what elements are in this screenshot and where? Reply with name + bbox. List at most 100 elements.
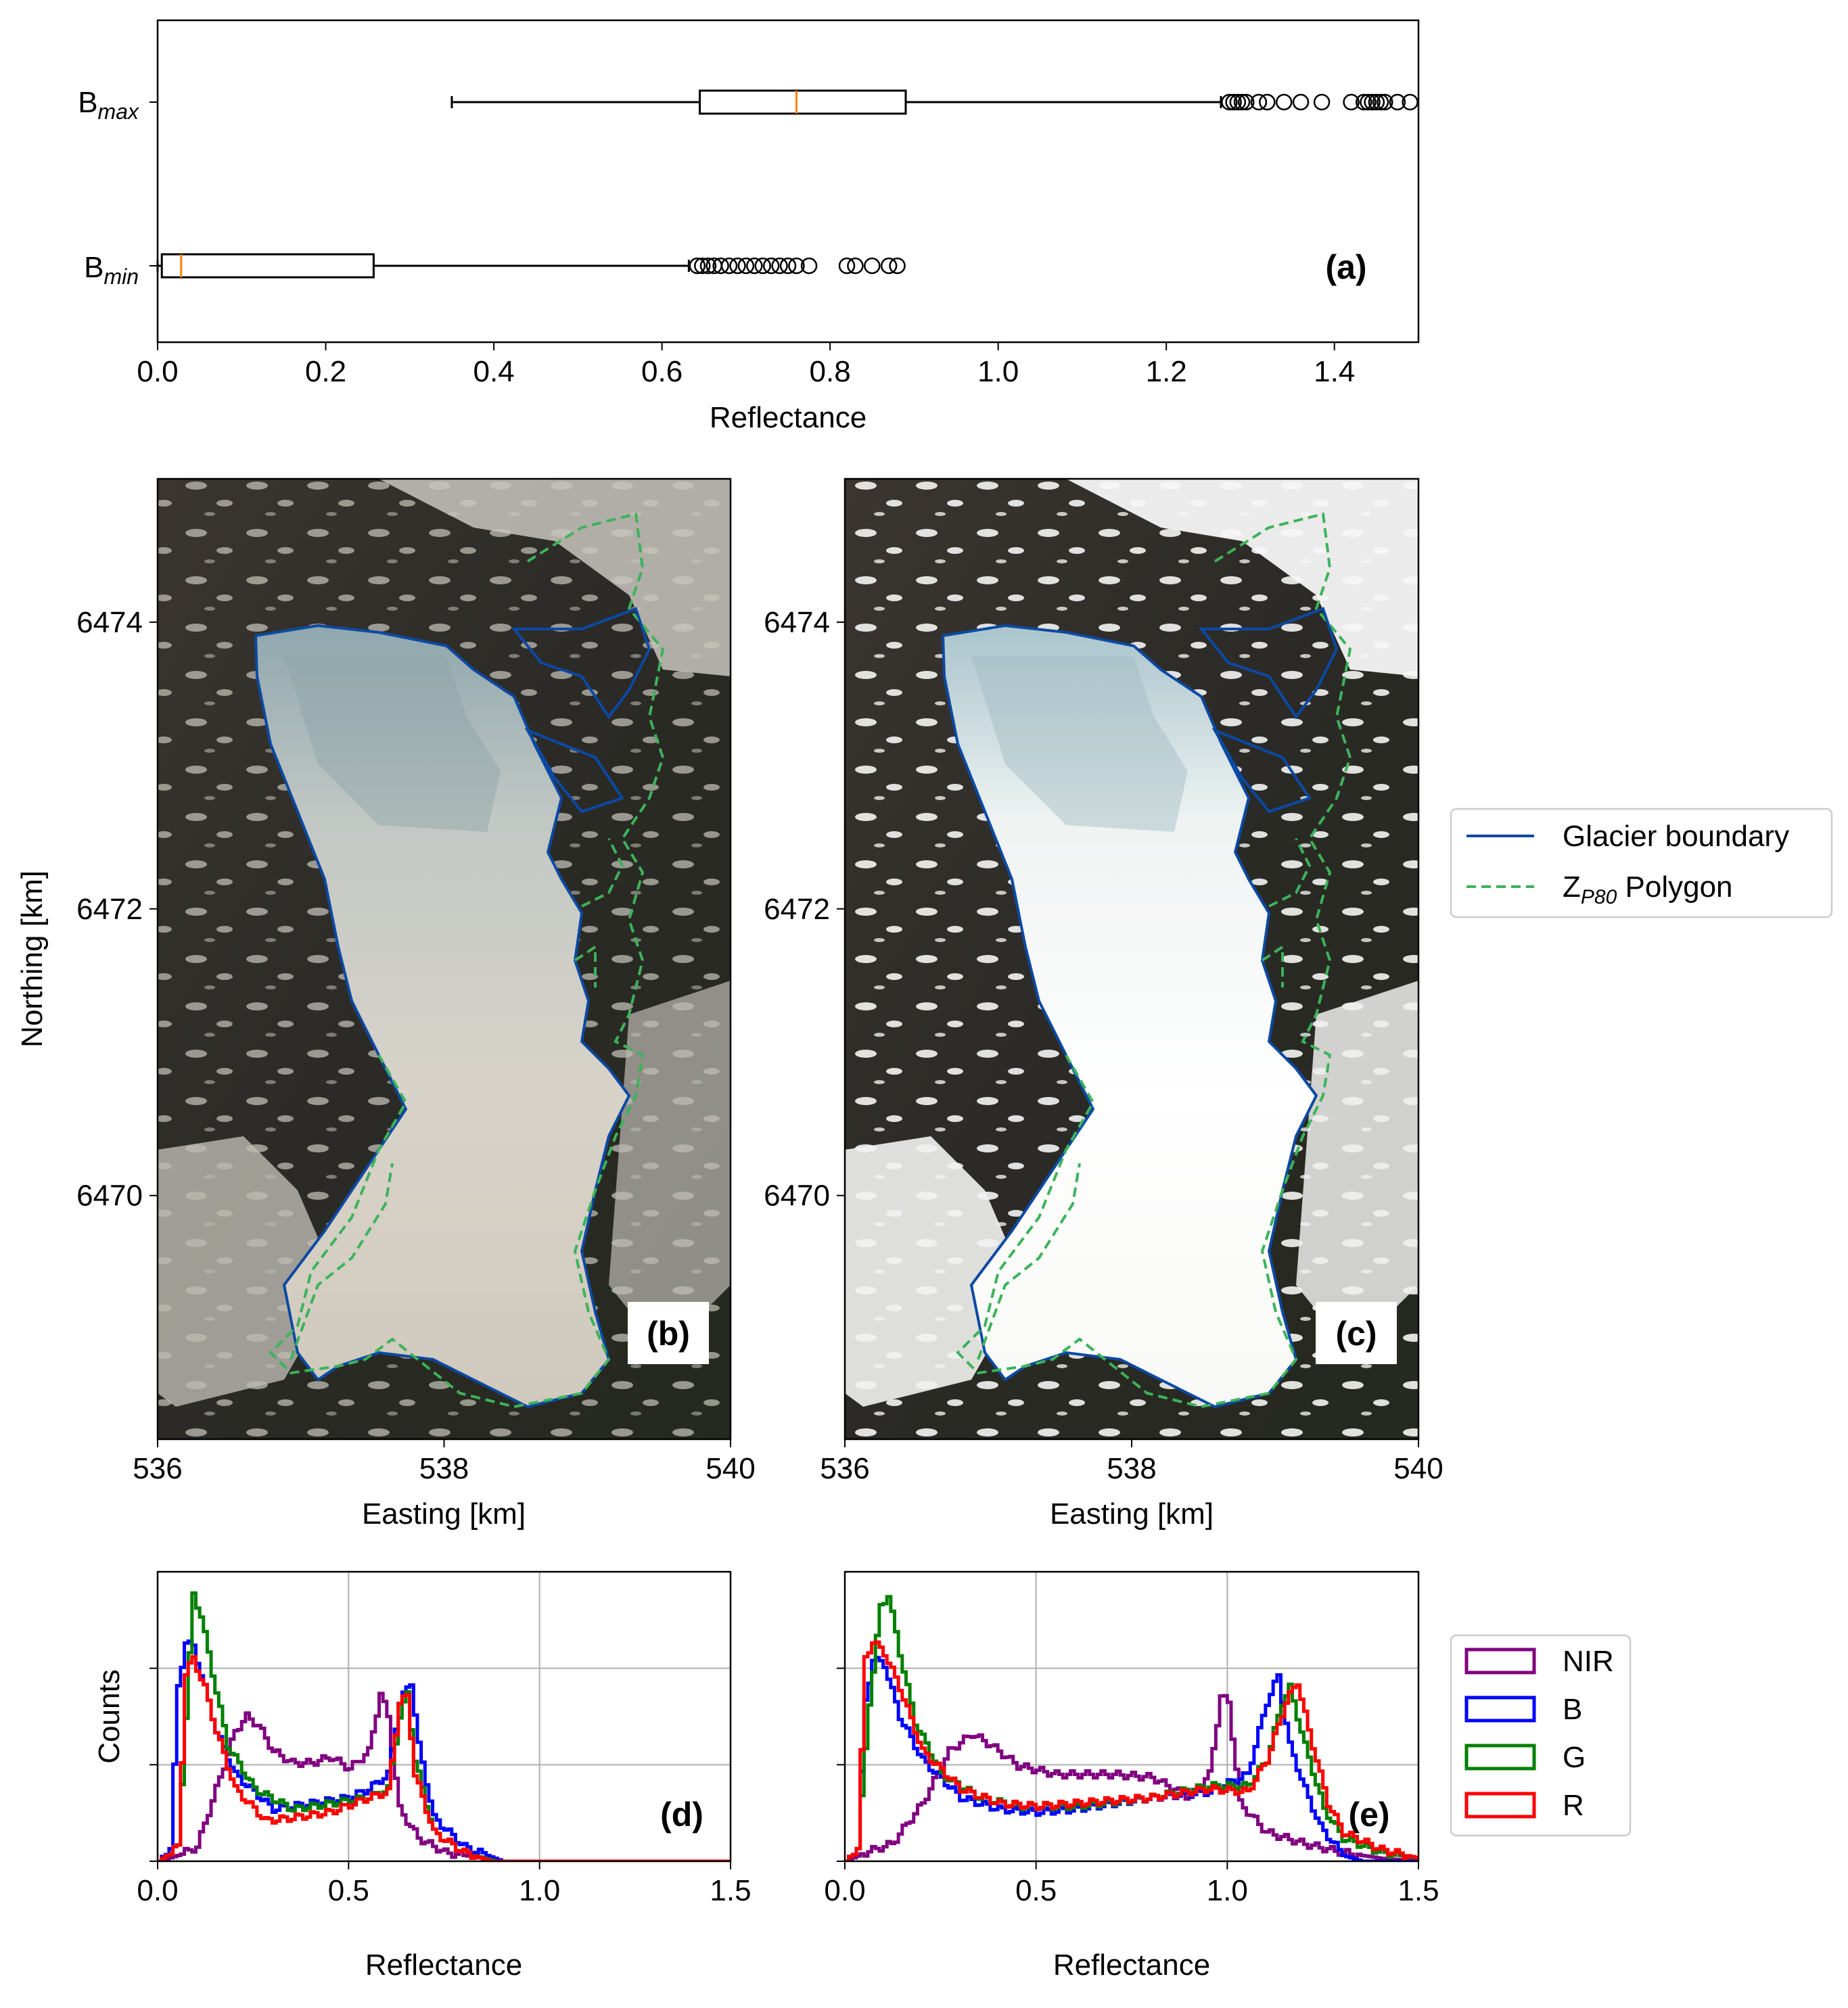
panel-a-outlier xyxy=(1372,93,1389,111)
panel-a-outlier xyxy=(699,257,717,275)
panel-d-frame xyxy=(156,1570,732,1863)
panel-a-xtick-label: 0.6 xyxy=(641,355,683,388)
histogram-legend-swatch-b xyxy=(1464,1696,1536,1723)
panel-a-outlier xyxy=(1389,93,1406,111)
map-legend: Glacier boundary ZP80 Polygon xyxy=(1450,808,1833,918)
panel-b-label-box xyxy=(628,1302,709,1364)
panel-c-upper-snowfield xyxy=(1066,479,1418,676)
panel-a-label: (a) xyxy=(1325,248,1366,286)
panel-a-outlier xyxy=(1229,93,1247,111)
panel-a-x-ticks: 0.0 0.2 0.4 0.6 0.8 1.0 1.2 1.4 xyxy=(137,342,1355,388)
panel-e-xtick-label: 1.5 xyxy=(1397,1874,1439,1907)
panel-e-series-nir xyxy=(845,1694,1418,1861)
panel-a-xtick-label: 1.4 xyxy=(1314,355,1355,388)
panel-c-lower-left-snow xyxy=(845,1136,1025,1407)
map-ytick-label: 6470 xyxy=(764,1180,830,1213)
panel-a-boxplot: 0.0 0.2 0.4 0.6 0.8 1.0 1.2 1.4 Reflectance Bma… xyxy=(78,19,1420,434)
panel-a-box-min xyxy=(156,253,906,279)
panel-b-crevasse-texture xyxy=(284,656,501,832)
map-ytick-label: 6470 xyxy=(76,1180,143,1213)
panel-d-histogram: 0.0 0.5 1.0 1.5 Reflectance Counts (d) xyxy=(93,1570,752,1982)
panel-c-label-box xyxy=(1316,1302,1397,1364)
map-xtick-label: 538 xyxy=(419,1452,469,1485)
map-xtick-label: 536 xyxy=(133,1452,182,1485)
map-xtick-label: 538 xyxy=(1107,1452,1156,1485)
panel-b-zp80-polygon xyxy=(269,512,665,1409)
histogram-legend-frame xyxy=(1450,1634,1632,1837)
panel-a-box-max xyxy=(451,89,1418,115)
panel-e-series-g xyxy=(845,1595,1418,1861)
panel-a-outlier xyxy=(746,257,763,275)
panel-a-outlier xyxy=(737,257,755,275)
histogram-legend: NIR BGR xyxy=(1450,1634,1632,1837)
panel-d-ticks: 0.0 0.5 1.0 1.5 xyxy=(137,1667,752,1907)
panel-e-xlabel: Reflectance xyxy=(1053,1948,1210,1982)
panel-a-outlier xyxy=(729,257,746,275)
map-ytick-label: 6472 xyxy=(76,893,143,926)
panel-a-xtick-label: 0.4 xyxy=(473,355,514,388)
panel-d-series-b xyxy=(158,1639,731,1861)
map-xtick-label: 540 xyxy=(706,1452,755,1485)
panel-d-xtick-label: 1.5 xyxy=(710,1874,751,1907)
panel-e-frame xyxy=(844,1570,1420,1863)
histogram-legend-label-g: G xyxy=(1563,1741,1586,1774)
panel-a-outlier xyxy=(889,257,906,275)
map-legend-frame xyxy=(1450,808,1833,918)
panel-a-boxes xyxy=(156,89,1418,279)
panel-a-outlier xyxy=(1402,93,1418,111)
panel-a-outlier xyxy=(864,257,881,275)
panel-a-outlier xyxy=(754,257,771,275)
panel-a-iqr-box xyxy=(699,89,907,115)
panel-a-outlier xyxy=(1292,93,1310,111)
panel-d-series-g xyxy=(158,1591,731,1861)
panel-a-outlier xyxy=(1250,93,1268,111)
histogram-legend-label-nir: NIR xyxy=(1563,1645,1614,1678)
panel-d-series xyxy=(158,1591,731,1861)
histogram-legend-label-r: R xyxy=(1563,1789,1584,1822)
panel-c-label: (c) xyxy=(1335,1315,1377,1353)
panel-c-boundary-upper xyxy=(1198,607,1339,814)
panel-a-outlier xyxy=(838,257,856,275)
panel-a-ylabel-bmin: Bmin xyxy=(84,251,139,289)
panel-b-lower-left-snow xyxy=(158,1136,338,1407)
panel-d-label: (d) xyxy=(660,1796,703,1834)
panel-d-xlabel: Reflectance xyxy=(365,1948,522,1982)
panel-e-xtick-label: 0.5 xyxy=(1015,1874,1057,1907)
panel-a-xtick-label: 1.2 xyxy=(1146,355,1187,388)
panel-c-xlabel: Easting [km] xyxy=(1050,1497,1214,1531)
panel-a-outlier xyxy=(1343,93,1360,111)
panel-e-series-r xyxy=(845,1640,1418,1861)
histogram-legend-swatch-r xyxy=(1464,1792,1536,1819)
panel-c-right-snow xyxy=(1296,981,1418,1353)
panel-e-grid xyxy=(844,1572,1419,1861)
panel-a-xlabel: Reflectance xyxy=(710,401,867,434)
panel-a-outlier xyxy=(1355,93,1372,111)
panel-a-outlier xyxy=(1360,93,1377,111)
panel-a-outlier xyxy=(847,257,864,275)
panel-e-ticks: 0.0 0.5 1.0 1.5 xyxy=(824,1667,1439,1907)
panel-a-outlier xyxy=(712,257,729,275)
panel-e-histogram: 0.0 0.5 1.0 1.5 Reflectance (e) xyxy=(824,1570,1439,1982)
panel-a-outlier xyxy=(800,257,818,275)
map-xtick-label: 536 xyxy=(820,1452,869,1485)
panel-d-series-r xyxy=(158,1655,731,1861)
panel-a-outlier xyxy=(1221,93,1238,111)
panel-a-iqr-box xyxy=(160,253,375,279)
panel-a-outlier xyxy=(1364,93,1381,111)
panel-c-zp80-polygon xyxy=(956,512,1352,1409)
panel-a-frame xyxy=(156,19,1420,344)
panel-b-ylabel: Northing [km] xyxy=(16,870,49,1048)
panel-c-ticks: 536 538 540 6470 6472 6474 xyxy=(764,606,1443,1485)
histogram-legend-swatch-g xyxy=(1464,1744,1536,1771)
panel-b-right-snow xyxy=(609,981,731,1353)
panel-a-outlier xyxy=(771,257,788,275)
map-legend-label-boundary: Glacier boundary xyxy=(1563,820,1789,853)
panel-a-outlier xyxy=(779,257,797,275)
panel-e-label: (e) xyxy=(1348,1796,1389,1834)
panel-d-series-nir xyxy=(158,1691,731,1861)
panel-b-ticks: 536 538 540 6470 6472 6474 xyxy=(76,606,756,1485)
panel-d-xtick-label: 0.0 xyxy=(137,1874,178,1907)
map-ytick-label: 6472 xyxy=(764,893,830,926)
panel-a-outlier xyxy=(689,257,706,275)
